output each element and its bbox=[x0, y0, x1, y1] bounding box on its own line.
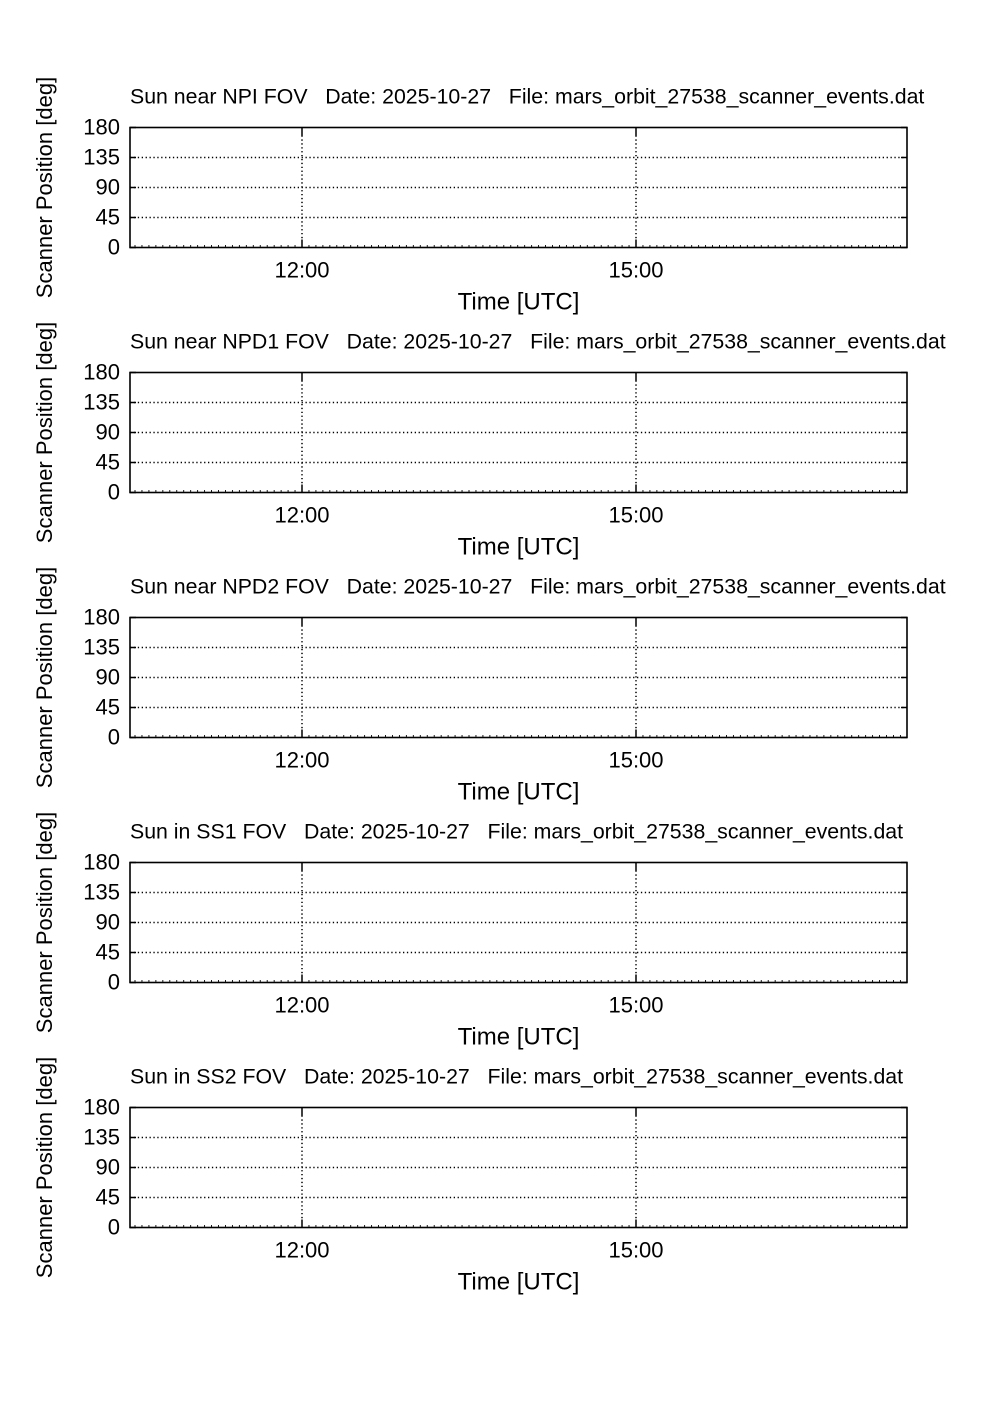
svg-text:Scanner Position [deg]: Scanner Position [deg] bbox=[32, 77, 57, 298]
svg-text:180: 180 bbox=[83, 850, 120, 875]
svg-text:45: 45 bbox=[96, 940, 120, 965]
svg-text:Time [UTC]: Time [UTC] bbox=[458, 1269, 580, 1296]
svg-text:135: 135 bbox=[83, 880, 120, 905]
svg-text:15:00: 15:00 bbox=[608, 258, 663, 283]
svg-text:0: 0 bbox=[108, 235, 120, 260]
svg-text:12:00: 12:00 bbox=[274, 993, 329, 1018]
svg-text:15:00: 15:00 bbox=[608, 1238, 663, 1263]
svg-text:Scanner Position [deg]: Scanner Position [deg] bbox=[32, 567, 57, 788]
svg-text:135: 135 bbox=[83, 635, 120, 660]
svg-text:15:00: 15:00 bbox=[608, 748, 663, 773]
svg-text:12:00: 12:00 bbox=[274, 748, 329, 773]
svg-text:15:00: 15:00 bbox=[608, 503, 663, 528]
svg-text:180: 180 bbox=[83, 115, 120, 140]
svg-text:45: 45 bbox=[96, 450, 120, 475]
svg-text:0: 0 bbox=[108, 1215, 120, 1240]
svg-text:12:00: 12:00 bbox=[274, 1238, 329, 1263]
svg-text:0: 0 bbox=[108, 970, 120, 995]
svg-text:15:00: 15:00 bbox=[608, 993, 663, 1018]
svg-text:Sun in SS1 FOV Date: 2025-10: Sun in SS1 FOV Date: 2025-10-27 File: ma… bbox=[130, 820, 903, 844]
svg-text:Sun in SS2 FOV Date: 2025-10: Sun in SS2 FOV Date: 2025-10-27 File: ma… bbox=[130, 1065, 903, 1089]
svg-text:Scanner Position [deg]: Scanner Position [deg] bbox=[32, 1057, 57, 1278]
svg-text:45: 45 bbox=[96, 205, 120, 230]
svg-text:90: 90 bbox=[96, 1155, 120, 1180]
svg-text:135: 135 bbox=[83, 1125, 120, 1150]
svg-text:135: 135 bbox=[83, 145, 120, 170]
svg-text:Time [UTC]: Time [UTC] bbox=[458, 534, 580, 561]
svg-text:90: 90 bbox=[96, 420, 120, 445]
svg-text:12:00: 12:00 bbox=[274, 258, 329, 283]
svg-text:Time [UTC]: Time [UTC] bbox=[458, 779, 580, 806]
svg-text:45: 45 bbox=[96, 695, 120, 720]
svg-text:90: 90 bbox=[96, 910, 120, 935]
svg-text:Scanner Position [deg]: Scanner Position [deg] bbox=[32, 812, 57, 1033]
svg-text:Sun near NPD2 FOV Date: 2025: Sun near NPD2 FOV Date: 2025-10-27 File:… bbox=[130, 575, 946, 599]
svg-text:Time [UTC]: Time [UTC] bbox=[458, 289, 580, 316]
svg-text:180: 180 bbox=[83, 360, 120, 385]
svg-text:90: 90 bbox=[96, 665, 120, 690]
svg-text:135: 135 bbox=[83, 390, 120, 415]
svg-text:180: 180 bbox=[83, 605, 120, 630]
svg-text:45: 45 bbox=[96, 1185, 120, 1210]
svg-text:180: 180 bbox=[83, 1095, 120, 1120]
svg-text:0: 0 bbox=[108, 725, 120, 750]
svg-text:90: 90 bbox=[96, 175, 120, 200]
svg-text:Sun near NPD1 FOV Date: 2025: Sun near NPD1 FOV Date: 2025-10-27 File:… bbox=[130, 330, 946, 354]
svg-text:0: 0 bbox=[108, 480, 120, 505]
svg-text:Time [UTC]: Time [UTC] bbox=[458, 1024, 580, 1051]
svg-text:Sun near NPI FOV Date: 2025-: Sun near NPI FOV Date: 2025-10-27 File: … bbox=[130, 85, 924, 109]
svg-text:12:00: 12:00 bbox=[274, 503, 329, 528]
svg-text:Scanner Position [deg]: Scanner Position [deg] bbox=[32, 322, 57, 543]
